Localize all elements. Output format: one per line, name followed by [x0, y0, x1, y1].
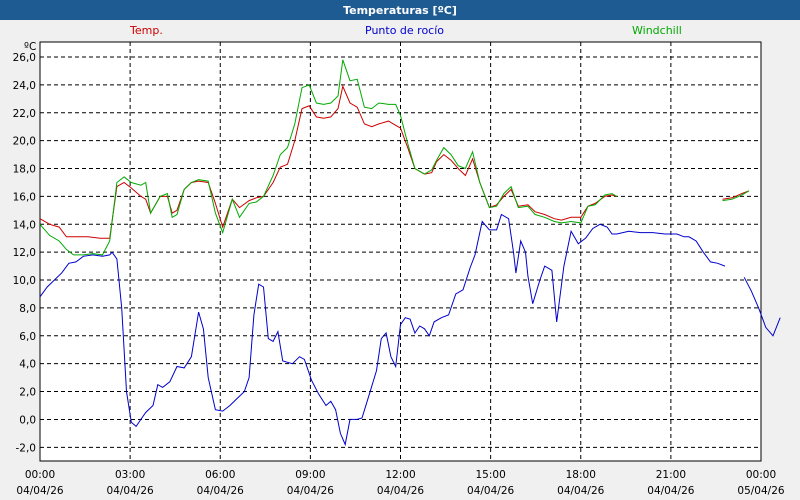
- x-tick-time: 00:00: [25, 469, 55, 481]
- y-tick-label: 10,0: [13, 275, 36, 287]
- x-tick-time: 03:00: [115, 469, 145, 481]
- y-tick-label: 16,0: [13, 191, 36, 203]
- series-line-dew-point: [39, 213, 726, 447]
- y-tick-label: 22,0: [13, 108, 36, 120]
- x-tick-time: 12:00: [385, 469, 415, 481]
- grid: [40, 42, 761, 461]
- y-tick-label: 18,0: [13, 164, 36, 176]
- y-tick-label: 26,0: [13, 52, 36, 64]
- series-line-dew-point: [743, 277, 781, 337]
- y-tick-label: 6,0: [19, 331, 36, 343]
- y-tick-label: 2,0: [19, 387, 36, 399]
- y-tick-label: 4,0: [19, 359, 36, 371]
- series-line-windchill: [39, 59, 618, 256]
- x-tick-date: 04/04/26: [16, 485, 63, 497]
- x-tick-date: 04/04/26: [467, 485, 514, 497]
- y-axis-unit: ºC: [24, 41, 36, 53]
- y-tick-label: 12,0: [13, 247, 36, 259]
- x-tick-time: 06:00: [205, 469, 235, 481]
- series-lines: [39, 59, 781, 447]
- legend-windchill: Windchill: [632, 24, 682, 37]
- x-axis: 00:00 04/04/26 03:00 04/04/26 06:00 04/04/26 0…: [16, 469, 784, 497]
- x-tick-time: 15:00: [475, 469, 505, 481]
- x-tick-time: 18:00: [566, 469, 596, 481]
- window-title: Temperaturas [ºC]: [0, 0, 800, 20]
- x-tick-time: 09:00: [295, 469, 325, 481]
- y-axis: 26,0 24,0 22,0 20,0 18,0 16,0 14,0 12,0 10,0 8,0 6…: [13, 52, 36, 454]
- x-tick-date: 04/04/26: [377, 485, 424, 497]
- x-tick-date: 04/04/26: [197, 485, 244, 497]
- y-tick-label: -2,0: [16, 442, 37, 454]
- plot-area: [39, 41, 762, 462]
- temperature-chart: 26,0 24,0 22,0 20,0 18,0 16,0 14,0 12,0 10,0 8,0 6…: [13, 41, 785, 497]
- x-tick-time: 21:00: [656, 469, 686, 481]
- x-tick-date: 04/04/26: [107, 485, 154, 497]
- y-tick-label: 8,0: [19, 303, 36, 315]
- legend-temp: Temp.: [130, 24, 163, 37]
- series-line-windchill: [722, 190, 750, 202]
- x-tick-date: 05/04/26: [737, 485, 784, 497]
- y-tick-label: 24,0: [13, 80, 36, 92]
- y-tick-label: 0,0: [19, 414, 36, 426]
- x-tick-date: 04/04/26: [647, 485, 694, 497]
- y-tick-label: 14,0: [13, 219, 36, 231]
- x-tick-time: 00:00: [746, 469, 776, 481]
- legend-dew-point: Punto de rocío: [365, 24, 445, 37]
- y-tick-label: 20,0: [13, 136, 36, 148]
- series-line-temp: [722, 190, 750, 200]
- x-tick-date: 04/04/26: [287, 485, 334, 497]
- x-tick-date: 04/04/26: [557, 485, 604, 497]
